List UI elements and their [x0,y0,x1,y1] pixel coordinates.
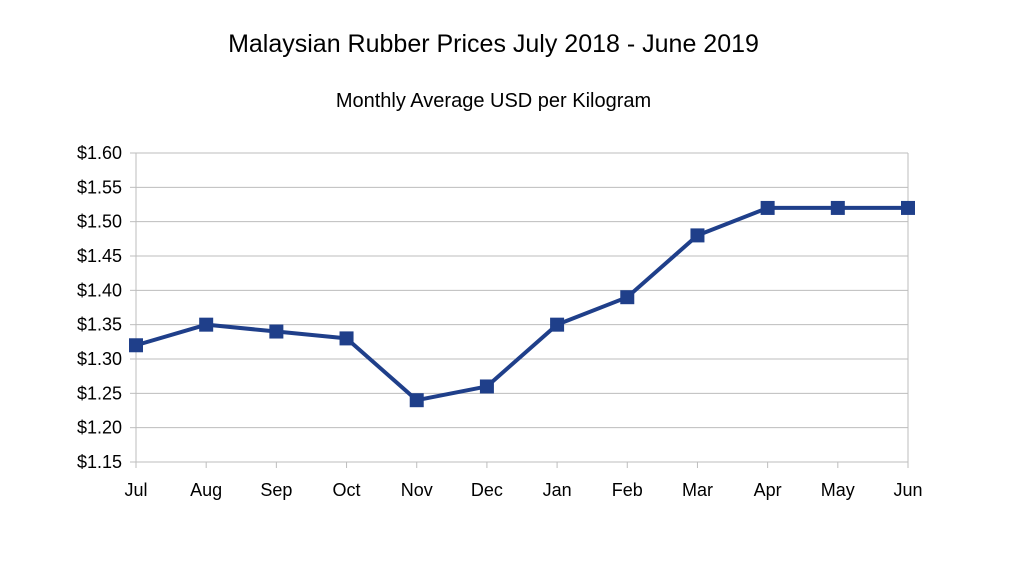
x-tick-label: Nov [401,480,433,500]
data-point-marker [550,317,565,332]
data-point-marker [830,200,845,215]
y-tick-label: $1.40 [77,280,122,300]
data-point-marker [269,324,284,339]
x-tick-label: Dec [471,480,503,500]
data-point-marker [409,393,424,408]
data-point-marker [620,290,635,305]
x-tick-label: Mar [682,480,713,500]
y-tick-label: $1.35 [77,315,122,335]
data-point-marker [199,317,214,332]
x-tick-label: Aug [190,480,222,500]
y-tick-label: $1.45 [77,246,122,266]
data-point-marker [129,338,143,353]
x-tick-label: Feb [612,480,643,500]
data-point-marker [690,228,705,243]
axes [130,152,909,468]
y-tick-label: $1.20 [77,418,122,438]
x-tick-label: Apr [754,480,782,500]
data-point-marker [901,200,915,215]
y-axis-tick-labels: $1.15 $1.20 $1.25 $1.30 $1.35 $1.40 $1.45 $1.50… [77,143,122,472]
x-tick-label: Sep [260,480,292,500]
x-tick-label: Jul [124,480,147,500]
x-tick-label: Jan [543,480,572,500]
x-tick-label: Oct [333,480,361,500]
y-tick-label: $1.50 [77,212,122,232]
series-line-layer [135,205,908,403]
y-tick-label: $1.25 [77,383,122,403]
series-line [135,205,908,403]
data-point-marker [760,200,775,215]
data-point-marker [479,379,494,394]
chart-title: Malaysian Rubber Prices July 2018 - June… [228,30,759,58]
y-tick-label: $1.15 [77,452,122,472]
y-tick-label: $1.55 [77,177,122,197]
data-point-marker [339,331,354,346]
grid-lines [136,152,909,462]
chart-subtitle: Monthly Average USD per Kilogram [335,90,652,112]
x-tick-label: Jun [893,480,922,500]
data-markers [129,200,915,408]
x-tick-label: May [821,480,855,500]
y-tick-label: $1.60 [77,143,122,163]
y-tick-label: $1.30 [77,349,122,369]
x-axis-tick-labels: Jul Aug Sep Oct Nov Dec Jan Feb Mar Apr May Jun [124,480,922,500]
